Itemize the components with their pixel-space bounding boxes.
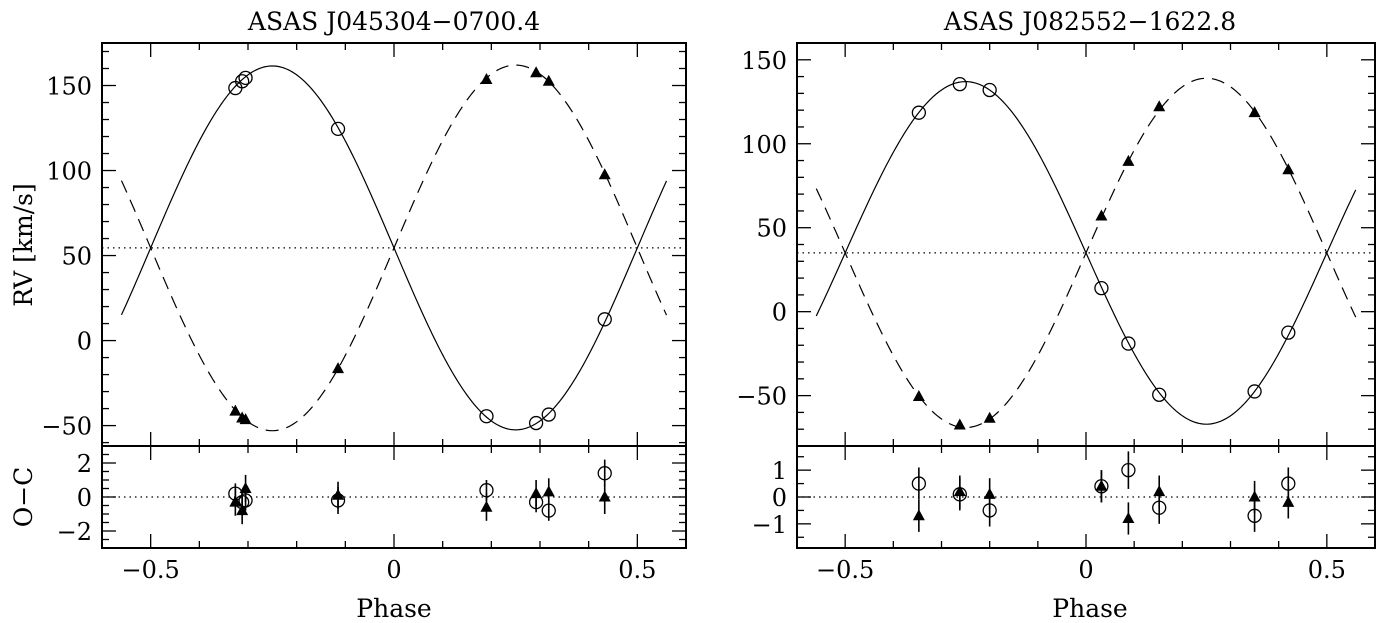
y-tick-label: −50	[736, 383, 787, 411]
x-tick-label: 0	[386, 556, 401, 584]
primary-residual-point	[911, 476, 927, 491]
residual-tick-label: 1	[772, 457, 787, 485]
x-tick-label: 0.5	[618, 556, 656, 584]
primary-rv-point	[952, 76, 967, 92]
y-ticks	[102, 50, 686, 549]
primary-rv-point	[1247, 384, 1262, 399]
secondary-residual-point	[480, 500, 493, 512]
chart-title: ASAS J082552−1622.8	[943, 7, 1236, 36]
secondary-rv-point	[1153, 100, 1166, 112]
secondary-rv-point	[1095, 209, 1108, 221]
secondary-rv-point	[1248, 106, 1261, 118]
secondary-residual-point	[953, 485, 966, 497]
y-tick-label: 100	[46, 158, 92, 186]
secondary-residual-point	[1122, 511, 1135, 523]
primary-rv-point	[479, 409, 494, 424]
secondary-residual-point	[1282, 495, 1295, 507]
primary-rv-point	[528, 415, 544, 431]
secondary-residual-point	[239, 482, 252, 493]
y-tick-label: 150	[741, 47, 787, 75]
primary-rv-point	[982, 82, 997, 98]
secondary-residual-point	[1248, 490, 1261, 502]
x-ticks	[796, 43, 1376, 548]
primary-rv-point	[597, 312, 612, 327]
primary-rv-point	[238, 70, 253, 86]
y-tick-label: 0	[772, 299, 787, 327]
secondary-residual-point	[1095, 479, 1108, 491]
primary-rv-point	[541, 407, 556, 422]
y-tick-label: 0	[77, 328, 92, 356]
residual-tick-label: −2	[57, 518, 92, 546]
secondary-residual-point	[542, 485, 555, 497]
y-ticks	[797, 42, 1375, 538]
primary-rv-point	[235, 74, 250, 89]
residual-tick-label: 2	[77, 450, 92, 478]
residual-tick-label: 0	[772, 484, 787, 512]
chart-left: ASAS J045304−0700.4 Phase RV [km/s] O−C …	[9, 7, 687, 623]
x-axis-label: Phase	[1052, 594, 1127, 623]
primary-rv-point	[911, 105, 927, 120]
secondary-rv-point	[598, 168, 611, 180]
y-tick-label: 100	[741, 131, 787, 159]
secondary-residual-point	[983, 487, 996, 499]
x-axis-label: Phase	[356, 594, 431, 623]
secondary-rv-point	[1122, 154, 1135, 166]
x-tick-label: −0.5	[816, 556, 874, 584]
primary-rv-point	[1152, 387, 1167, 402]
primary-rv-point	[1121, 336, 1136, 351]
x-tick-label: 0	[1078, 556, 1093, 584]
y-axis-label: RV [km/s]	[9, 183, 38, 307]
secondary-rv-point	[912, 389, 925, 401]
chart-right: ASAS J082552−1622.8 Phase −0.5 0 0.5 −50 0 50…	[736, 7, 1376, 623]
secondary-rv-point	[1282, 163, 1295, 175]
secondary-rv-point	[953, 418, 966, 430]
x-tick-label: −0.5	[122, 556, 180, 584]
y-tick-label: 150	[46, 73, 92, 101]
secondary-rv-point	[229, 404, 242, 416]
secondary-rv-point	[542, 74, 555, 86]
secondary-residual-point	[229, 495, 242, 507]
secondary-residual-point	[236, 504, 249, 516]
primary-residual-point	[1121, 463, 1136, 478]
secondary-rv-point	[983, 411, 996, 423]
x-ticks	[101, 43, 687, 548]
primary-rv-point	[1094, 281, 1109, 296]
secondary-rv-point	[530, 66, 543, 78]
y-tick-label: 50	[61, 243, 92, 271]
chart-title: ASAS J045304−0700.4	[247, 7, 540, 36]
rv-panel-frame	[101, 42, 687, 447]
secondary-residual-point	[1153, 485, 1166, 497]
secondary-model-curve	[815, 77, 1357, 429]
residual-tick-label: 0	[77, 484, 92, 512]
y-tick-label: 50	[756, 215, 787, 243]
y-tick-label: −50	[41, 413, 92, 441]
secondary-residual-point	[598, 490, 611, 502]
primary-rv-point	[228, 80, 243, 96]
secondary-rv-point	[239, 413, 252, 425]
secondary-model-curve	[120, 64, 668, 432]
secondary-residual-point	[530, 487, 543, 499]
residual-tick-label: −1	[752, 511, 787, 539]
rv-panel-frame	[796, 42, 1376, 447]
primary-residual-point	[597, 466, 612, 481]
secondary-residual-point	[912, 509, 925, 521]
residual-axis-label: O−C	[9, 467, 38, 528]
x-tick-label: 0.5	[1308, 556, 1346, 584]
primary-rv-point	[1281, 325, 1296, 340]
secondary-rv-point	[332, 362, 345, 374]
secondary-rv-point	[480, 73, 493, 85]
secondary-residual-point	[332, 488, 345, 500]
primary-rv-point	[330, 121, 346, 137]
